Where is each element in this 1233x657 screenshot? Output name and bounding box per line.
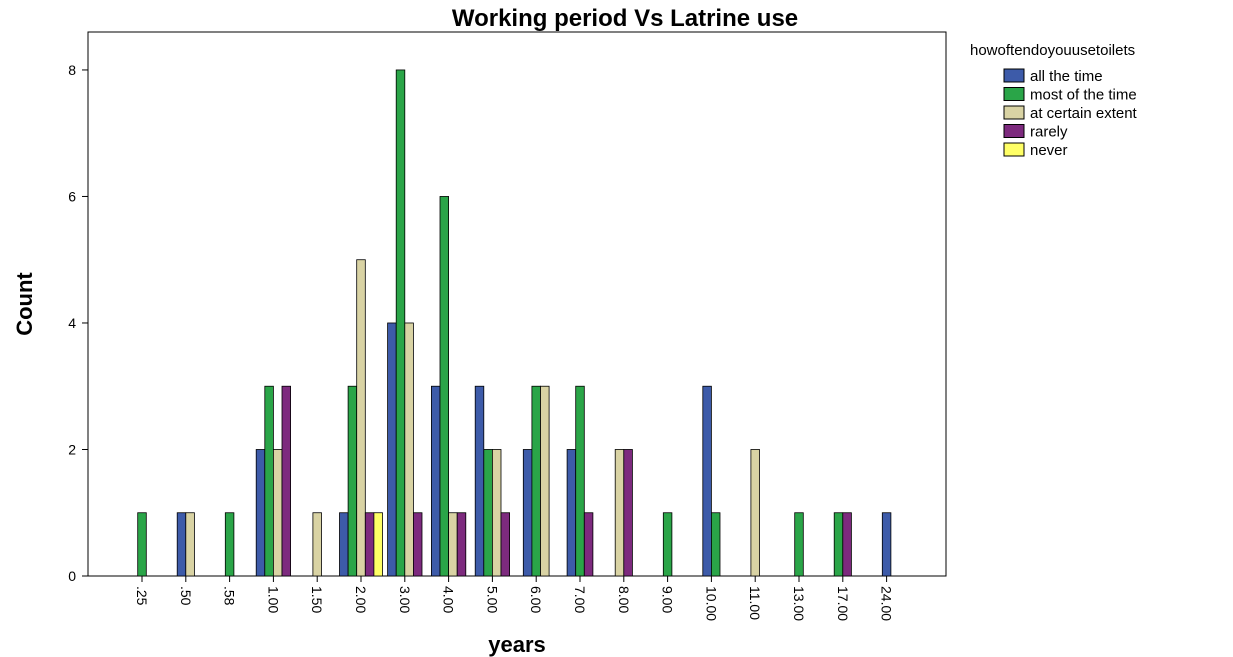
chart-title: Working period Vs Latrine use bbox=[452, 5, 798, 32]
x-tick-label: 2.00 bbox=[353, 586, 369, 613]
bar bbox=[522, 449, 533, 577]
bar bbox=[456, 512, 467, 577]
bar bbox=[575, 385, 585, 577]
y-axis-label: Count bbox=[12, 272, 37, 336]
x-axis-label: years bbox=[488, 632, 546, 657]
bar bbox=[185, 512, 195, 577]
bar bbox=[356, 259, 366, 577]
bar bbox=[702, 385, 712, 577]
bar bbox=[312, 512, 322, 577]
bar bbox=[842, 512, 852, 577]
legend-swatch bbox=[1003, 68, 1025, 83]
bar bbox=[395, 69, 406, 577]
bar bbox=[881, 512, 892, 577]
x-tick-label: .58 bbox=[222, 586, 238, 606]
bar bbox=[281, 385, 292, 577]
bar bbox=[474, 385, 485, 577]
bar bbox=[623, 449, 633, 577]
x-tick-label: 1.00 bbox=[265, 586, 281, 613]
plot-area bbox=[87, 31, 947, 577]
bar bbox=[272, 449, 283, 577]
bar bbox=[566, 449, 577, 577]
bar bbox=[439, 196, 450, 577]
bar bbox=[448, 512, 458, 577]
bar bbox=[387, 322, 397, 577]
bar bbox=[531, 385, 541, 577]
bar bbox=[540, 385, 550, 577]
bar bbox=[339, 512, 349, 577]
bars bbox=[137, 69, 892, 577]
bar bbox=[614, 449, 625, 577]
bar bbox=[750, 449, 760, 577]
bar bbox=[224, 512, 235, 577]
bar bbox=[711, 512, 721, 577]
legend-label: all the time bbox=[1030, 68, 1103, 85]
x-axis: .25 .50 .58 1.00 1.50 2.00 3.00 4.00 5.00 6.00 7.0… bbox=[134, 576, 895, 621]
bar bbox=[483, 449, 493, 577]
bar bbox=[412, 512, 423, 577]
x-tick-label: 8.00 bbox=[616, 586, 632, 613]
y-tick-label: 4 bbox=[68, 315, 76, 331]
x-tick-label: 10.00 bbox=[703, 586, 719, 621]
y-tick-label: 6 bbox=[68, 188, 76, 204]
legend-swatch bbox=[1003, 87, 1025, 101]
bar bbox=[373, 512, 383, 577]
x-tick-label: 17.00 bbox=[835, 586, 851, 621]
x-tick-label: 3.00 bbox=[397, 586, 413, 613]
bar bbox=[500, 512, 511, 577]
bar bbox=[833, 512, 844, 577]
legend-label: most of the time bbox=[1030, 87, 1137, 104]
legend-label: at certain extent bbox=[1030, 105, 1138, 122]
y-tick-label: 8 bbox=[68, 62, 76, 78]
x-tick-label: 11.00 bbox=[747, 586, 763, 620]
bar bbox=[491, 449, 502, 577]
legend-label: never bbox=[1030, 142, 1068, 159]
x-tick-label: 24.00 bbox=[879, 586, 895, 621]
x-tick-label: 4.00 bbox=[441, 586, 457, 613]
bar bbox=[137, 512, 147, 577]
y-axis: 0 2 4 6 8 bbox=[68, 62, 88, 584]
x-tick-label: 1.50 bbox=[309, 586, 325, 613]
legend-swatch bbox=[1003, 142, 1025, 157]
y-tick-label: 2 bbox=[68, 441, 76, 457]
bar bbox=[583, 512, 594, 577]
legend: howoftendoyouusetoilets all the time most… bbox=[970, 42, 1138, 159]
legend-swatch bbox=[1003, 105, 1025, 120]
x-tick-label: .50 bbox=[178, 586, 194, 606]
x-tick-label: .25 bbox=[134, 586, 150, 606]
bar bbox=[662, 512, 673, 577]
bar bbox=[364, 512, 375, 577]
y-tick-label: 0 bbox=[68, 568, 76, 584]
bar bbox=[430, 385, 441, 577]
x-tick-label: 5.00 bbox=[484, 586, 500, 613]
bar bbox=[347, 385, 358, 577]
bar bbox=[404, 322, 414, 577]
x-tick-label: 13.00 bbox=[791, 586, 807, 621]
bar bbox=[794, 512, 804, 577]
bar bbox=[264, 385, 274, 577]
x-tick-label: 6.00 bbox=[528, 586, 544, 613]
bar bbox=[176, 512, 187, 577]
x-tick-label: 9.00 bbox=[660, 586, 676, 613]
x-tick-label: 7.00 bbox=[572, 586, 588, 613]
legend-title: howoftendoyouusetoilets bbox=[970, 42, 1135, 59]
legend-label: rarely bbox=[1030, 124, 1068, 141]
legend-swatch bbox=[1003, 124, 1025, 138]
bar bbox=[255, 449, 266, 577]
